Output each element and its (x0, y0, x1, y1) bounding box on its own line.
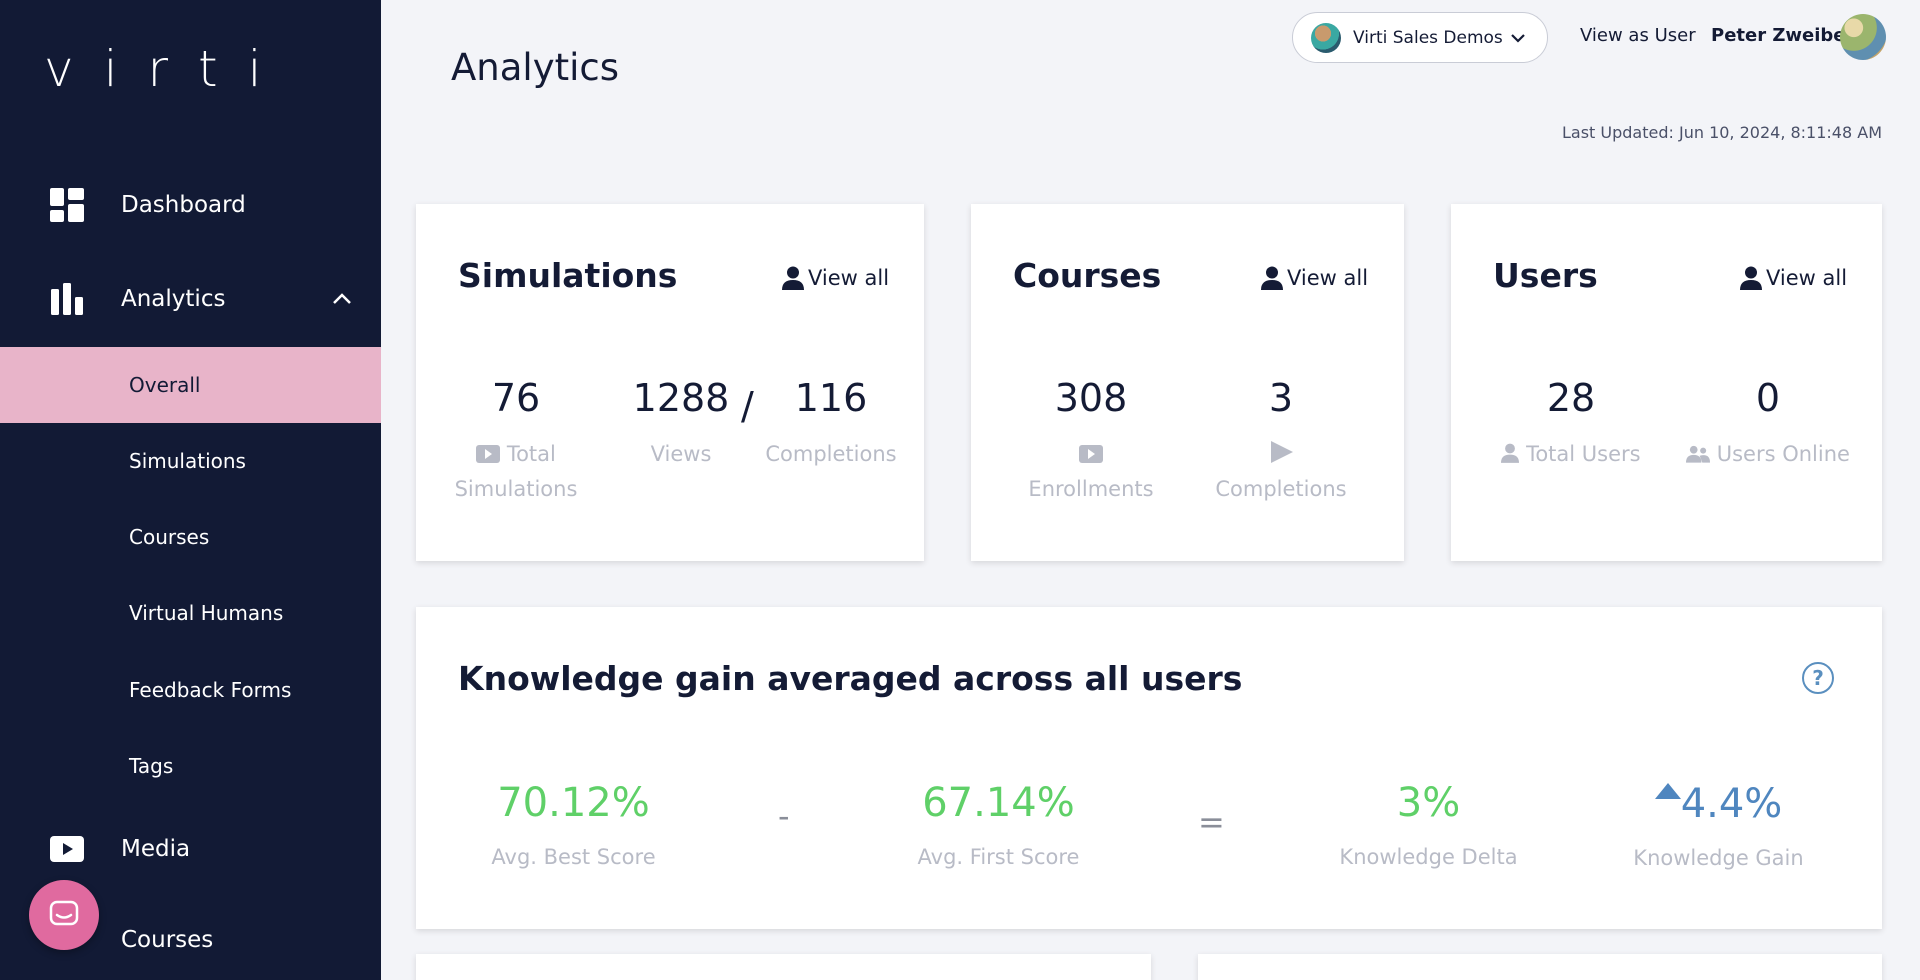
enrollments-stat: 308 Enrollments (1016, 379, 1166, 507)
avg-first-score-stat: 67.14% Avg. First Score (896, 783, 1101, 869)
chat-launcher-button[interactable] (29, 880, 99, 950)
bottom-left-card (416, 954, 1151, 980)
organisation-select[interactable]: Virti Sales Demos (1292, 12, 1548, 63)
last-updated-text: Last Updated: Jun 10, 2024, 8:11:48 AM (1561, 123, 1882, 142)
organisation-avatar (1311, 22, 1341, 53)
stat-value: 76 (491, 376, 541, 420)
view-as-user-link[interactable]: View as User (1580, 25, 1696, 46)
sidebar-subitem-virtual-humans[interactable]: Virtual Humans (0, 575, 381, 651)
organisation-name: Virti Sales Demos (1353, 27, 1503, 48)
card-title: Knowledge gain averaged across all users (458, 659, 1243, 698)
users-online-stat: 0 Users Online (1673, 379, 1863, 472)
stat-value: 308 (1054, 376, 1128, 420)
knowledge-gain-stat: 4.4% Knowledge Gain (1616, 783, 1821, 870)
stat-value: 28 (1546, 376, 1596, 420)
stat-value: 3 (1268, 376, 1294, 420)
play-icon (1271, 441, 1293, 463)
card-title: Users (1493, 256, 1598, 295)
stat-label: Completions (765, 442, 897, 466)
sidebar-subitem-label: Feedback Forms (129, 678, 292, 702)
course-completions-stat: 3 Completions (1206, 379, 1356, 507)
view-all-label: View all (808, 266, 890, 290)
simulations-view-all-link[interactable]: View all (782, 266, 889, 290)
sidebar-item-label: Dashboard (121, 192, 246, 218)
sidebar-item-courses[interactable]: Courses (0, 917, 381, 963)
sidebar-subitem-courses[interactable]: Courses (0, 499, 381, 575)
dashboard-icon (50, 188, 84, 222)
sidebar-item-analytics[interactable]: Analytics (0, 276, 381, 322)
stat-label: Total Simulations (454, 442, 578, 501)
stat-label: Users Online (1673, 437, 1863, 472)
chevron-down-icon (1511, 34, 1525, 43)
card-title: Courses (1013, 256, 1162, 295)
stat-value: 116 (794, 376, 868, 420)
chat-icon (49, 900, 79, 926)
user-icon (782, 266, 804, 290)
stat-value: 3% (1396, 780, 1461, 826)
user-icon (1501, 443, 1520, 463)
total-simulations-stat: 76 Total Simulations (446, 379, 586, 507)
bar-chart-icon (50, 282, 84, 316)
stat-label: Avg. Best Score (491, 845, 656, 869)
stat-value: 4.4% (1616, 783, 1821, 824)
sidebar-item-label: Media (121, 836, 191, 862)
knowledge-delta-stat: 3% Knowledge Delta (1326, 783, 1531, 869)
sidebar-subitem-label: Overall (129, 373, 201, 397)
sidebar-subitem-simulations[interactable]: Simulations (0, 423, 381, 499)
stat-value: 70.12% (497, 780, 650, 826)
view-all-label: View all (1766, 266, 1848, 290)
sidebar-item-media[interactable]: Media (0, 826, 381, 872)
stat-label: Knowledge Gain (1633, 846, 1804, 870)
user-icon (1740, 266, 1762, 290)
views-stat: 1288 Views (616, 379, 746, 472)
courses-card: Courses View all 308 Enrollments 3 Compl… (971, 204, 1404, 561)
virti-logo[interactable]: virti (44, 40, 292, 98)
completions-stat: 116 Completions (756, 379, 906, 472)
sidebar-subitem-label: Tags (129, 754, 174, 778)
user-icon (1261, 266, 1283, 290)
sidebar-subitem-label: Courses (129, 525, 210, 549)
stat-label: Views (650, 442, 712, 466)
video-icon (1079, 445, 1103, 463)
stat-label: Completions (1206, 437, 1356, 507)
equals-operator: = (1198, 803, 1225, 841)
chevron-up-icon[interactable] (330, 287, 354, 311)
sidebar-subitem-label: Virtual Humans (129, 601, 284, 625)
sidebar-subitem-feedback-forms[interactable]: Feedback Forms (0, 652, 381, 728)
view-all-label: View all (1287, 266, 1369, 290)
stat-value: 1288 (632, 376, 730, 420)
help-icon[interactable]: ? (1802, 662, 1834, 694)
views-separator: / (741, 384, 754, 428)
simulations-card: Simulations View all 76 Total Simulations… (416, 204, 924, 561)
page-title: Analytics (451, 46, 620, 89)
users-card: Users View all 28 Total Users 0 Users On… (1451, 204, 1882, 561)
sidebar-subitem-tags[interactable]: Tags (0, 728, 381, 804)
card-title: Simulations (458, 256, 678, 295)
stat-label: Enrollments (1016, 437, 1166, 507)
arrow-up-icon (1654, 783, 1681, 799)
bottom-right-card (1198, 954, 1882, 980)
video-icon (476, 445, 501, 463)
sidebar-subitem-label: Simulations (129, 449, 246, 473)
users-view-all-link[interactable]: View all (1740, 266, 1847, 290)
stat-label: Total Users (1481, 437, 1661, 472)
sidebar: virti Dashboard Analytics Overall Simula… (0, 0, 381, 980)
stat-label: Knowledge Delta (1339, 845, 1518, 869)
total-users-stat: 28 Total Users (1481, 379, 1661, 472)
sidebar-item-label: Analytics (121, 286, 226, 312)
courses-view-all-link[interactable]: View all (1261, 266, 1368, 290)
minus-operator: - (778, 797, 790, 835)
play-icon (50, 832, 84, 866)
knowledge-gain-card: Knowledge gain averaged across all users… (416, 607, 1882, 929)
avatar[interactable] (1840, 14, 1886, 60)
stat-label: Avg. First Score (917, 845, 1080, 869)
users-icon (1686, 445, 1711, 463)
stat-value: 67.14% (922, 780, 1075, 826)
user-name[interactable]: Peter Zweibel (1711, 25, 1852, 46)
avg-best-score-stat: 70.12% Avg. Best Score (471, 783, 676, 869)
stat-value: 0 (1755, 376, 1781, 420)
sidebar-subitem-overall[interactable]: Overall (0, 347, 381, 423)
sidebar-item-label: Courses (121, 927, 214, 953)
sidebar-item-dashboard[interactable]: Dashboard (0, 182, 381, 228)
